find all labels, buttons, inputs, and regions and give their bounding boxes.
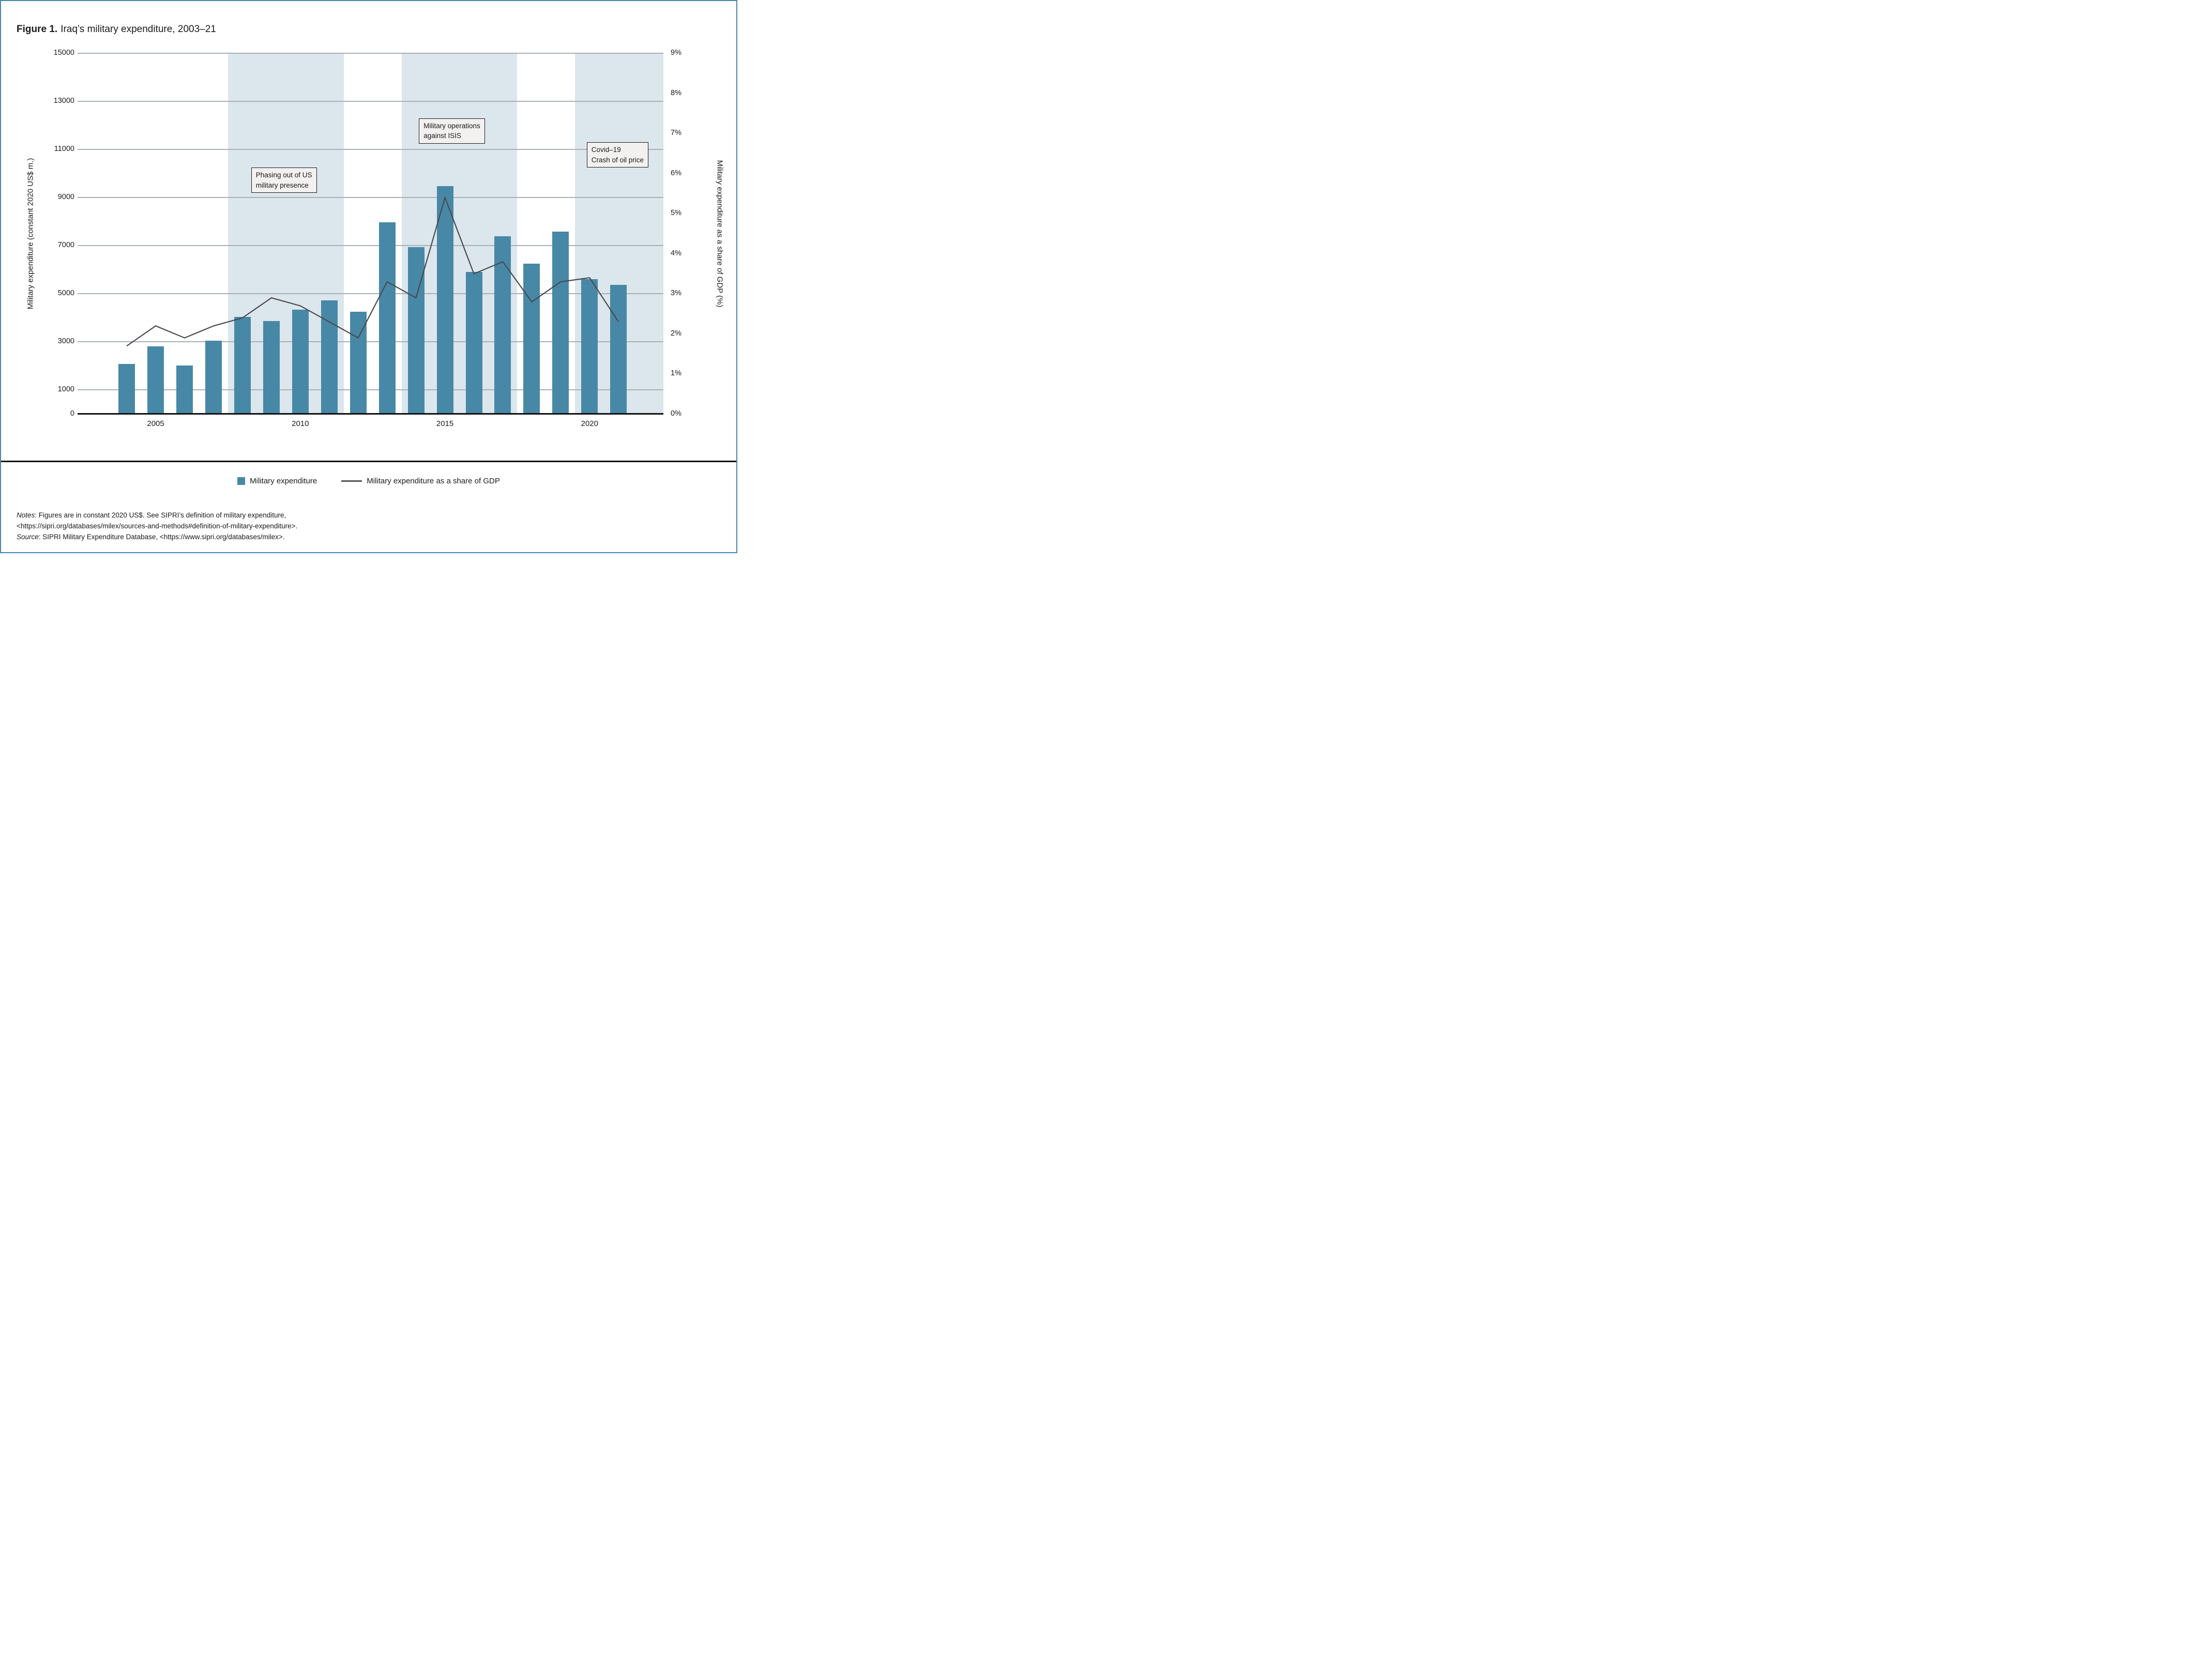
figure-number: Figure 1. <box>17 24 58 35</box>
x-axis-tick-label: 2015 <box>436 419 454 428</box>
annotation-line: military presence <box>255 181 309 189</box>
annotation-line: Military operations <box>423 121 480 130</box>
bar-2019 <box>552 231 569 414</box>
bar-2009 <box>263 321 280 414</box>
annotation-line: Covid–19 <box>591 146 621 154</box>
bar-2016 <box>465 271 482 414</box>
y-axis-tick-label: 15000 <box>53 49 74 57</box>
x-axis-tick-label: 2010 <box>292 419 309 428</box>
bar-2014 <box>407 247 425 414</box>
x-axis-tick-label: 2020 <box>581 419 598 428</box>
notes-line-3: Source: SIPRI Military Expenditure Datab… <box>17 532 285 541</box>
bar-2005 <box>147 346 164 414</box>
gridline <box>78 101 663 102</box>
legend-bar-swatch <box>237 477 246 485</box>
right-axis-tick-label: 8% <box>671 88 681 97</box>
annotation-box: Covid–19 Crash of oil price <box>586 142 649 168</box>
right-axis-tick-label: 3% <box>671 289 681 298</box>
bar-2018 <box>523 264 540 414</box>
left-axis-title: Military expenditure (constant 2020 US$ … <box>26 158 35 310</box>
figure-container: Figure 1. Iraq’s military expenditure, 20… <box>0 0 737 553</box>
gridline <box>78 341 663 343</box>
right-axis-tick-label: 5% <box>671 209 681 218</box>
bar-2015 <box>436 186 453 414</box>
gridline <box>78 389 663 391</box>
bar-2013 <box>378 222 396 414</box>
bar-2017 <box>494 236 511 414</box>
y-axis-tick-label: 9000 <box>57 193 74 202</box>
gridline <box>78 149 663 150</box>
gridline <box>78 197 663 199</box>
y-axis-tick-label: 13000 <box>53 97 74 105</box>
notes-line-1: Notes: Figures are in constant 2020 US$.… <box>17 511 286 519</box>
gridline <box>78 245 663 247</box>
legend: Military expenditure Military expenditur… <box>1 477 736 485</box>
right-axis-title: Military expenditure as a share of GDP (… <box>715 160 724 308</box>
right-axis-tick-label: 7% <box>671 129 681 138</box>
y-axis-tick-label: 3000 <box>57 337 74 346</box>
y-axis-tick-label: 1000 <box>57 385 74 394</box>
bar-2020 <box>581 279 598 414</box>
notes-line-2: <https://sipri.org/databases/milex/sourc… <box>17 522 298 530</box>
bar-2011 <box>321 300 338 414</box>
gridline <box>78 53 663 54</box>
gdp-share-line <box>126 195 619 347</box>
y-axis-tick-label: 7000 <box>57 241 74 250</box>
legend-line-marker <box>341 480 362 482</box>
x-axis-tick-label: 2005 <box>147 419 164 428</box>
y-axis-tick-label: 11000 <box>54 145 74 154</box>
annotation-line: Phasing out of US <box>255 171 312 179</box>
right-axis-tick-label: 9% <box>671 49 681 57</box>
bar-2021 <box>610 284 627 414</box>
bar-2008 <box>234 316 251 414</box>
right-axis-tick-label: 0% <box>671 409 681 418</box>
annotation-box: Military operations against ISIS <box>419 118 485 144</box>
plot-area: 0 1000 3000 5000 7000 9000 11000 13000 15000 0% 1%… <box>54 49 681 428</box>
figure-title-text: Iraq’s military expenditure, 2003–21 <box>60 24 216 35</box>
notes: Notes: Figures are in constant 2020 US$.… <box>17 510 297 543</box>
annotation-box: Phasing out of US military presence <box>251 167 317 193</box>
gridline <box>78 293 663 295</box>
right-axis-tick-label: 6% <box>671 169 681 177</box>
legend-line-label: Military expenditure as a share of GDP <box>367 477 500 485</box>
legend-bar-label: Military expenditure <box>250 477 317 485</box>
right-axis-tick-label: 1% <box>671 369 681 378</box>
bar-2012 <box>350 312 367 414</box>
annotation-line: against ISIS <box>423 132 461 140</box>
y-axis-tick-label: 5000 <box>57 289 74 298</box>
bar-2006 <box>176 365 193 414</box>
annotation-line: Crash of oil price <box>591 156 644 164</box>
x-axis-line <box>78 413 663 415</box>
right-axis-tick-label: 4% <box>671 249 681 257</box>
y-axis-tick-label: 0 <box>70 409 74 418</box>
bar-2010 <box>292 310 309 414</box>
bar-2004 <box>118 363 135 414</box>
bar-2007 <box>205 341 222 414</box>
figure-title: Figure 1. Iraq’s military expenditure, 20… <box>17 24 216 35</box>
right-axis-tick-label: 2% <box>671 329 681 338</box>
separator-rule <box>1 461 736 462</box>
